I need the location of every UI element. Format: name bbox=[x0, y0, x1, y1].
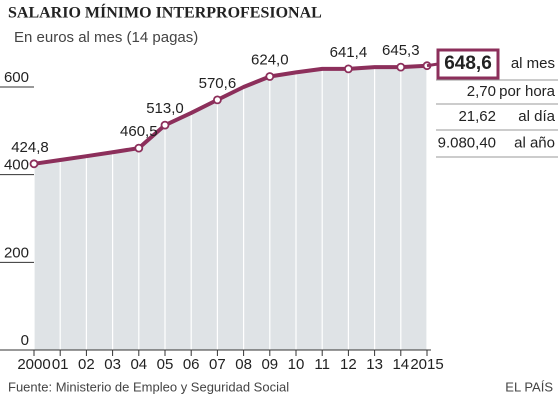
data-label: 424,8 bbox=[11, 139, 49, 156]
summary-label: por hora bbox=[499, 83, 556, 100]
plot: 2000 01 02 03 04 05 06 07 08 09 10 11 12 13 14 2015 0 200… bbox=[0, 42, 444, 373]
credit: EL PAÍS bbox=[505, 379, 553, 394]
data-label: 641,4 bbox=[330, 44, 368, 61]
marker bbox=[396, 62, 406, 72]
y-tick-label: 200 bbox=[4, 244, 29, 261]
data-label: 460,5 bbox=[120, 123, 158, 140]
marker bbox=[343, 64, 353, 74]
x-tick-label: 2015 bbox=[410, 356, 443, 373]
marker bbox=[265, 72, 275, 81]
y-tick-label: 600 bbox=[4, 69, 29, 86]
data-label: 624,0 bbox=[251, 51, 289, 68]
source: Fuente: Ministerio de Empleo y Seguridad… bbox=[8, 379, 289, 394]
area bbox=[34, 65, 427, 351]
chart-title: SALARIO MÍNIMO INTERPROFESIONAL bbox=[8, 3, 322, 22]
data-label: 570,6 bbox=[199, 75, 237, 92]
marker bbox=[29, 159, 39, 169]
summary-label: al año bbox=[514, 134, 555, 151]
y-tick-label: 0 bbox=[21, 332, 29, 349]
marker bbox=[160, 120, 170, 130]
x-tick-label: 05 bbox=[157, 356, 174, 373]
connector bbox=[426, 62, 439, 68]
x-tick-label: 07 bbox=[209, 356, 226, 373]
x-tick-label: 06 bbox=[183, 356, 200, 373]
x-tick-label: 2000 bbox=[17, 356, 50, 373]
x-tick-label: 10 bbox=[288, 356, 305, 373]
y-tick-label: 400 bbox=[4, 157, 29, 174]
x-tick-label: 13 bbox=[366, 356, 383, 373]
x-tick-label: 08 bbox=[235, 356, 252, 373]
x-tick-label: 03 bbox=[104, 356, 121, 373]
x-tick-label: 09 bbox=[261, 356, 278, 373]
summary-value: 21,62 bbox=[458, 108, 496, 125]
x-tick-label: 04 bbox=[130, 356, 147, 373]
highlight-box bbox=[436, 48, 500, 80]
x-tick-label: 11 bbox=[314, 356, 330, 373]
summary-value: 9.080,40 bbox=[438, 134, 496, 151]
x-tick-label: 02 bbox=[78, 356, 95, 373]
x-tick-label: 12 bbox=[340, 356, 357, 373]
data-label: 645,3 bbox=[382, 42, 420, 59]
line bbox=[33, 63, 428, 166]
chart-subtitle: En euros al mes (14 pagas) bbox=[14, 29, 198, 46]
marker bbox=[212, 95, 222, 105]
marker bbox=[134, 143, 144, 153]
summary-value: 648,6 bbox=[444, 53, 492, 74]
x-tick-label: 01 bbox=[52, 356, 69, 373]
x-tick-label: 14 bbox=[392, 356, 409, 373]
summary-value: 2,70 bbox=[467, 83, 496, 100]
summary-label: al mes bbox=[511, 55, 555, 72]
data-label: 513,0 bbox=[146, 100, 184, 117]
summary-label: al día bbox=[518, 108, 555, 125]
